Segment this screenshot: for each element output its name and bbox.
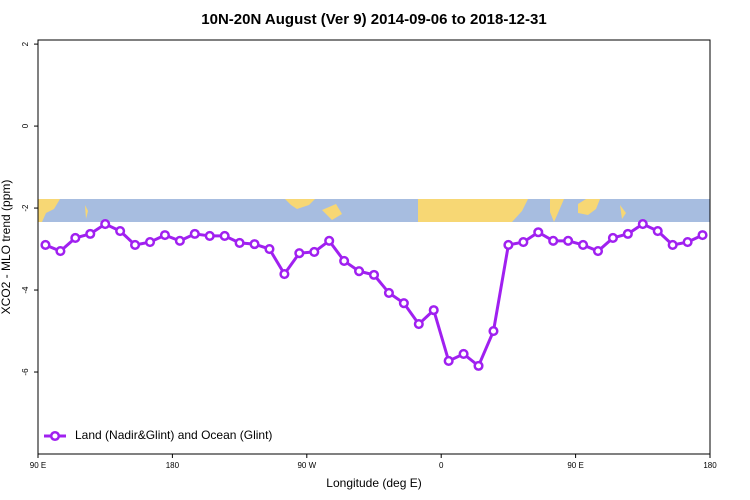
data-point <box>100 218 111 230</box>
data-point <box>383 287 394 298</box>
data-point <box>130 239 141 251</box>
data-point <box>473 360 484 371</box>
y-tick-label: -4 <box>21 286 30 294</box>
data-point <box>159 230 170 241</box>
data-point <box>563 235 574 246</box>
x-tick-label: 0 <box>439 461 444 470</box>
data-point <box>279 269 290 280</box>
data-point <box>55 246 66 257</box>
data-point <box>548 235 559 246</box>
x-tick-label: 180 <box>703 461 717 470</box>
data-point <box>324 235 335 246</box>
data-point <box>339 255 350 266</box>
data-point <box>697 230 708 241</box>
series-line <box>44 222 704 369</box>
data-point <box>144 237 156 248</box>
data-point <box>682 237 693 248</box>
data-point <box>578 239 589 251</box>
data-point <box>294 248 305 259</box>
data-point <box>428 305 439 316</box>
y-tick-label: 0 <box>21 123 30 128</box>
x-tick-label: 180 <box>166 461 180 470</box>
x-axis-label: Longitude (deg E) <box>326 476 421 490</box>
y-tick-label: -2 <box>21 204 30 212</box>
data-point <box>85 228 96 239</box>
data-point <box>368 269 380 280</box>
x-tick-label: 90 W <box>297 461 316 470</box>
map-strip <box>38 199 710 222</box>
data-point <box>518 237 529 248</box>
data-point <box>637 218 648 230</box>
x-tick-label: 90 E <box>30 461 46 470</box>
data-point <box>652 225 663 237</box>
data-point <box>354 266 365 277</box>
data-point <box>234 237 245 248</box>
data-point <box>443 355 454 367</box>
data-point <box>533 227 544 238</box>
data-point <box>488 325 499 337</box>
legend-marker <box>49 430 61 442</box>
data-point <box>503 239 514 251</box>
data-point <box>219 230 230 241</box>
y-tick-label: 2 <box>21 41 30 46</box>
data-point <box>189 228 200 239</box>
plot-frame <box>37 39 711 455</box>
data-point <box>622 228 633 239</box>
data-point <box>607 232 618 244</box>
data-point <box>413 319 424 330</box>
data-point <box>667 239 678 251</box>
data-point <box>592 246 604 257</box>
data-point <box>70 232 81 244</box>
data-point <box>40 239 51 251</box>
data-point <box>174 235 185 246</box>
data-point <box>249 239 260 250</box>
x-tick-label: 90 E <box>567 461 583 470</box>
data-point <box>398 298 409 309</box>
y-axis-label: XCO2 - MLO trend (ppm) <box>0 180 13 315</box>
chart-title: 10N-20N August (Ver 9) 2014-09-06 to 201… <box>201 11 546 28</box>
data-point <box>115 225 126 237</box>
data-point <box>264 243 275 255</box>
data-point <box>458 348 469 360</box>
data-point <box>309 246 320 257</box>
y-tick-label: -6 <box>21 368 30 376</box>
data-point <box>204 230 215 241</box>
legend-label: Land (Nadir&Glint) and Ocean (Glint) <box>75 428 272 442</box>
